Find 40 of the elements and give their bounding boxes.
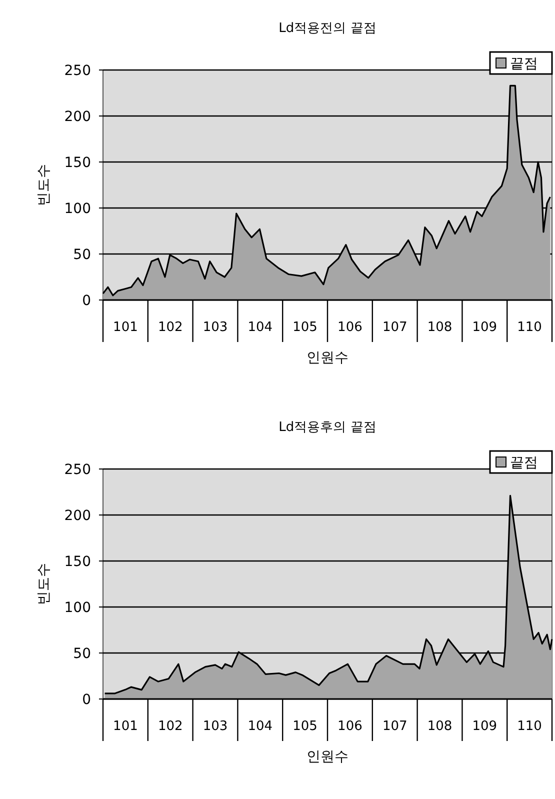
x-tick-label: 102 xyxy=(158,320,183,335)
legend-label: 끝점 xyxy=(510,455,538,471)
x-axis-title: 인원수 xyxy=(306,749,348,765)
x-tick-label: 104 xyxy=(248,719,273,734)
chart-title: Ld적용후의 끝점 xyxy=(278,420,376,435)
y-tick-label: 100 xyxy=(64,201,91,217)
x-tick-label: 110 xyxy=(517,320,542,335)
x-tick-label: 105 xyxy=(292,719,318,734)
y-tick-label: 0 xyxy=(82,293,91,309)
x-tick-label: 101 xyxy=(113,719,138,734)
y-tick-label: 250 xyxy=(64,462,91,478)
x-tick-label: 104 xyxy=(248,320,273,335)
x-tick-label: 106 xyxy=(338,320,362,335)
legend-label: 끝점 xyxy=(510,56,538,72)
y-tick-label: 200 xyxy=(64,508,91,524)
x-axis-title: 인원수 xyxy=(306,350,348,366)
y-tick-label: 150 xyxy=(64,155,91,171)
x-tick-label: 109 xyxy=(472,320,498,335)
y-tick-label: 200 xyxy=(64,109,91,125)
y-tick-label: 50 xyxy=(73,247,91,263)
x-tick-label: 109 xyxy=(472,719,498,734)
x-tick-label: 103 xyxy=(202,719,228,734)
x-tick-label: 107 xyxy=(382,719,408,734)
x-tick-label: 108 xyxy=(427,719,452,734)
x-tick-label: 110 xyxy=(517,719,542,734)
x-tick-label: 101 xyxy=(113,320,138,335)
y-tick-label: 100 xyxy=(64,600,91,616)
y-tick-label: 150 xyxy=(64,554,91,570)
x-tick-label: 105 xyxy=(292,320,318,335)
x-tick-label: 107 xyxy=(382,320,408,335)
x-tick-label: 102 xyxy=(158,719,183,734)
x-tick-label: 103 xyxy=(202,320,228,335)
chart-title: Ld적용전의 끝점 xyxy=(278,21,376,36)
y-axis-title: 빈도수 xyxy=(36,563,52,605)
y-axis-title: 빈도수 xyxy=(36,164,52,206)
x-tick-label: 108 xyxy=(427,320,452,335)
y-tick-label: 50 xyxy=(73,646,91,662)
x-tick-label: 106 xyxy=(338,719,362,734)
y-tick-label: 250 xyxy=(64,63,91,79)
y-tick-label: 0 xyxy=(82,692,91,708)
